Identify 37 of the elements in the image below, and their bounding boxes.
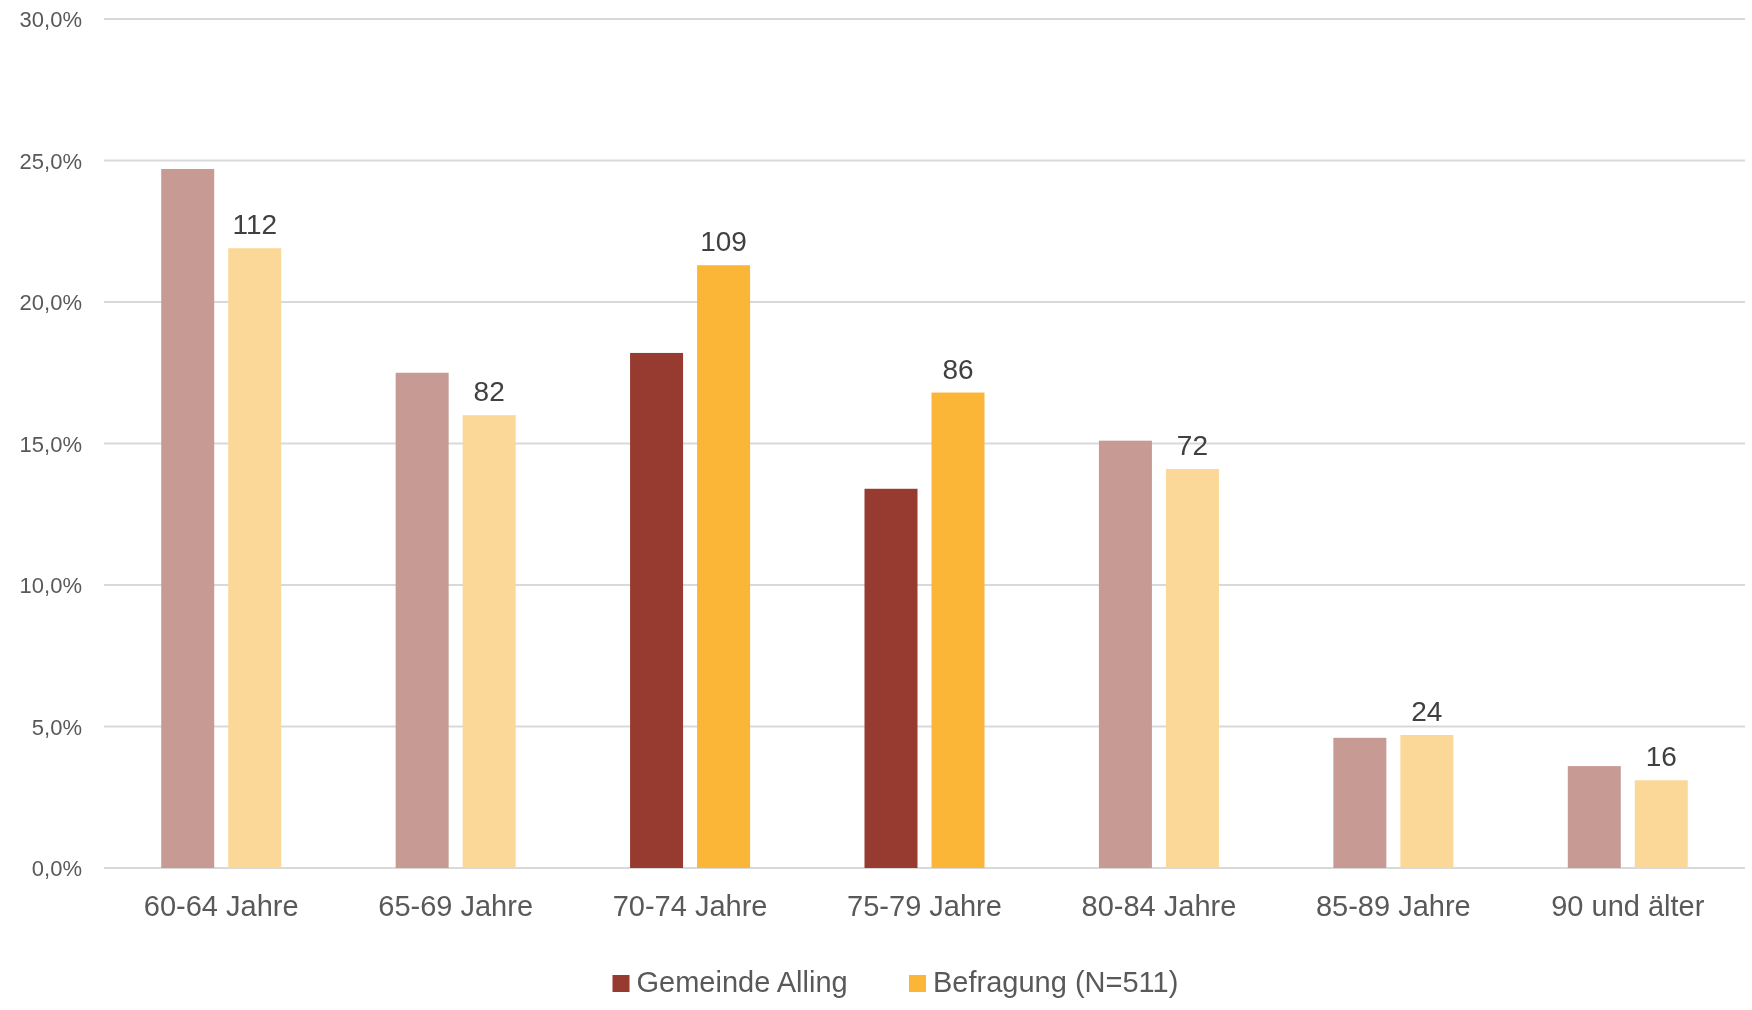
y-tick-label: 0,0%	[31, 856, 82, 881]
x-tick-label: 70-74 Jahre	[612, 890, 768, 922]
y-tick-label: 25,0%	[19, 148, 82, 174]
bar	[1400, 734, 1454, 868]
x-tick-label: 85-89 Jahre	[1315, 890, 1471, 922]
y-tick-label: 5,0%	[31, 714, 82, 740]
bar	[864, 488, 918, 868]
bar	[630, 352, 684, 868]
x-tick-label: 75-79 Jahre	[847, 890, 1002, 922]
annotation: 109	[700, 226, 747, 258]
bar	[931, 392, 985, 868]
x-tick-label: 90 und älter	[1551, 890, 1705, 922]
bar	[161, 168, 215, 868]
x-tick-label: 80-84 Jahre	[1081, 890, 1237, 922]
legend-label: Gemeinde Alling	[636, 966, 848, 998]
y-tick-label: 10,0%	[19, 573, 82, 598]
bar	[462, 415, 516, 868]
x-tick-label: 60-64 Jahre	[143, 890, 299, 922]
bar	[1165, 468, 1219, 868]
bar	[1567, 766, 1621, 868]
annotation: 112	[232, 209, 278, 241]
annotation: 86	[942, 353, 974, 385]
x-tick-label: 65-69 Jahre	[378, 890, 534, 922]
bar	[1098, 440, 1152, 868]
annotation: 82	[473, 376, 505, 408]
y-tick-label: 30,0%	[19, 7, 82, 32]
bar	[1333, 737, 1387, 868]
y-tick-label: 20,0%	[19, 290, 82, 315]
bar	[1634, 780, 1688, 868]
legend-label: Befragung (N=511)	[933, 966, 1179, 998]
y-tick-label: 15,0%	[19, 431, 82, 457]
annotation: 72	[1176, 429, 1209, 461]
bar	[395, 372, 449, 868]
annotation: 24	[1411, 695, 1443, 727]
bar	[228, 248, 282, 868]
annotation: 16	[1645, 741, 1677, 773]
bar	[697, 265, 751, 868]
